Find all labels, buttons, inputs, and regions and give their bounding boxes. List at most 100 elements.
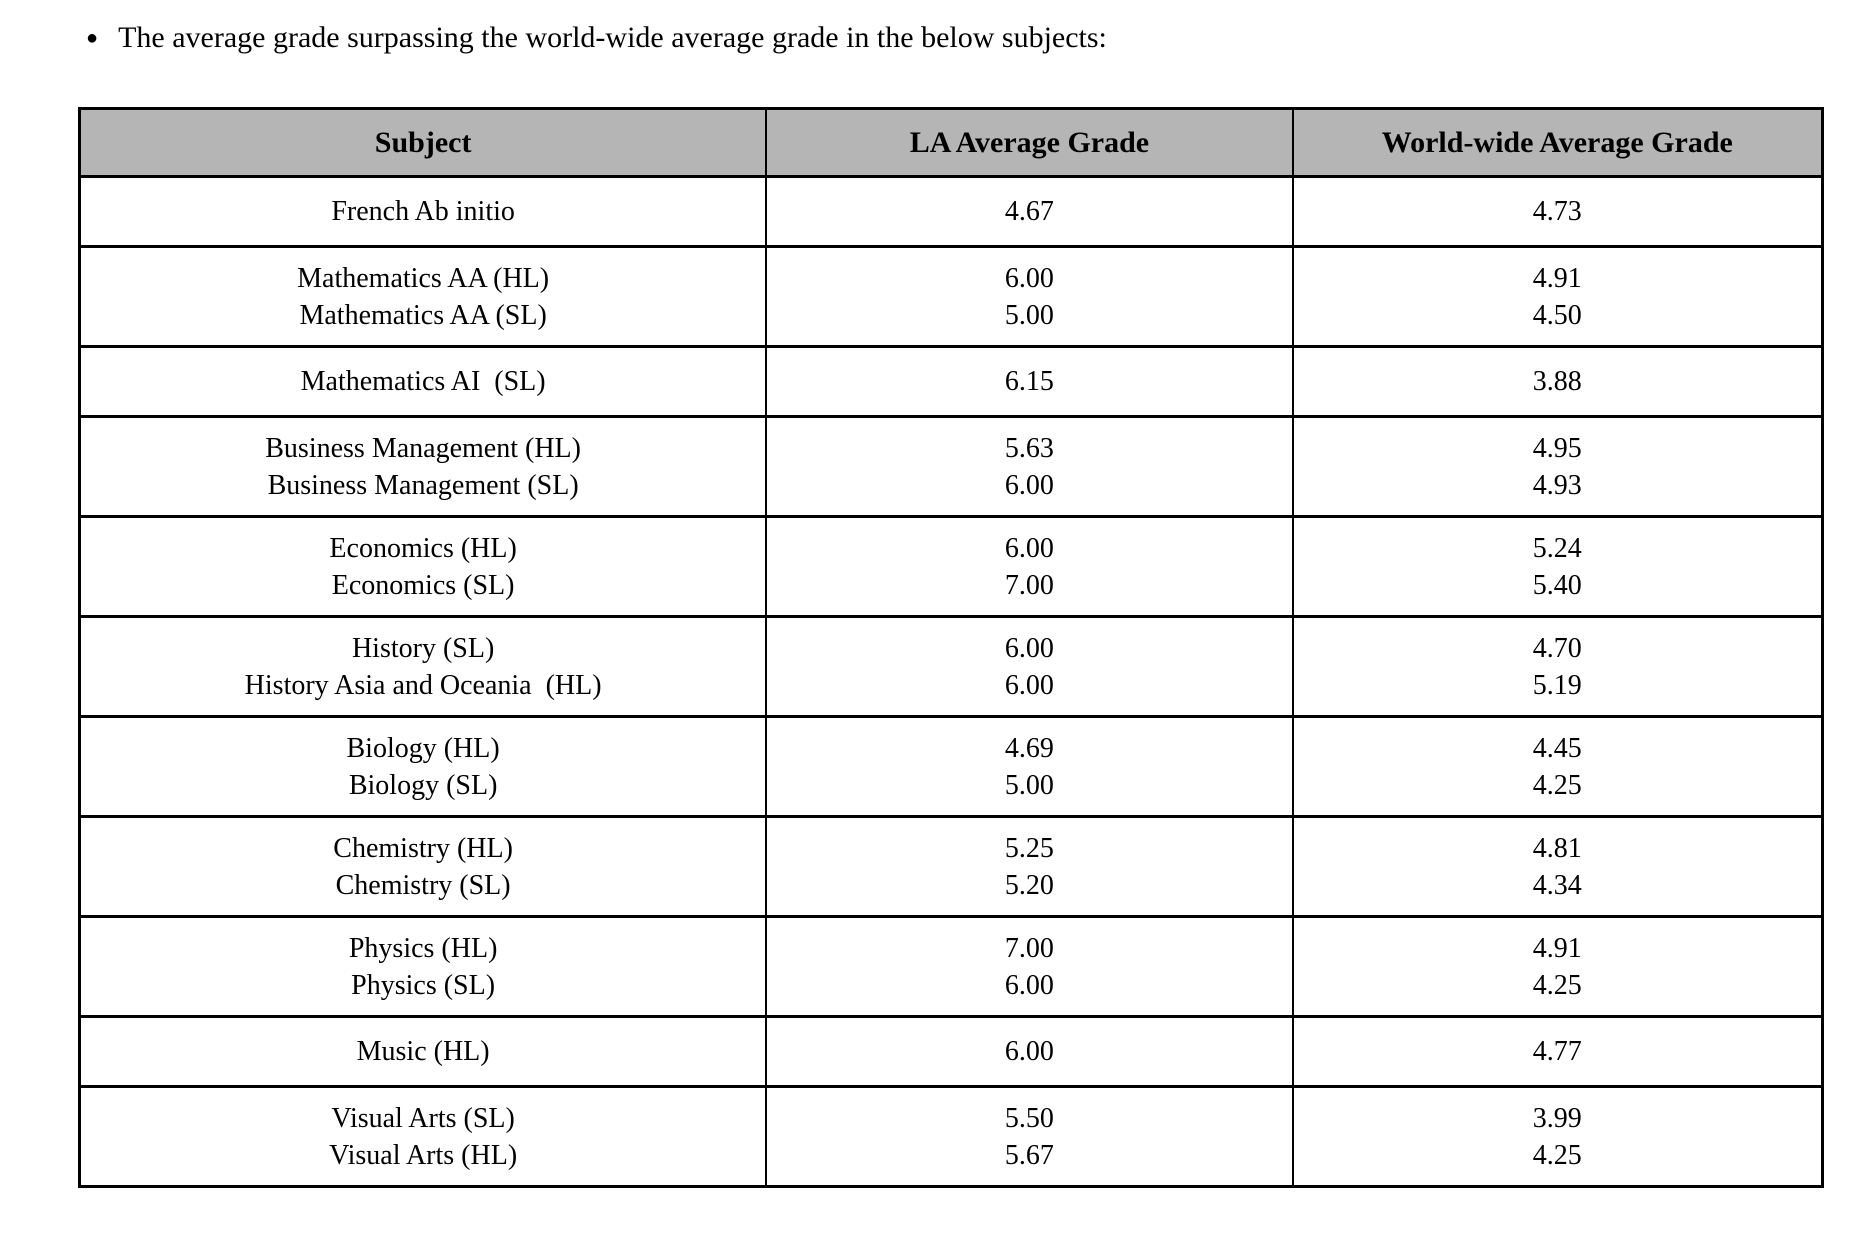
world-grade-value: 5.19 — [1532, 669, 1582, 701]
subject-line: Visual Arts (HL) — [329, 1139, 518, 1171]
la-grade-value: 6.15 — [1004, 366, 1054, 397]
world-grade-value: 4.91 — [1532, 932, 1582, 964]
subject-cell: Biology (HL) Biology (SL) — [78, 715, 768, 818]
la-grade-cell: 6.00 7.00 — [765, 515, 1294, 618]
subject-line: Chemistry (HL) — [333, 832, 513, 864]
la-grade-value: 4.69 — [1004, 732, 1054, 764]
subject-line: Economics (HL) — [329, 532, 517, 564]
world-grade-value: 5.40 — [1532, 569, 1582, 601]
table-header-row: Subject LA Average Grade World-wide Aver… — [78, 107, 1824, 178]
world-grade-value: 4.81 — [1532, 832, 1582, 864]
header-la-average-grade: LA Average Grade — [765, 107, 1294, 178]
la-grade-value: 7.00 — [1004, 569, 1054, 601]
subject-line: Business Management (SL) — [267, 469, 579, 501]
grades-table: Subject LA Average Grade World-wide Aver… — [78, 107, 1824, 1188]
subject-cell: History (SL) History Asia and Oceania (HL… — [78, 615, 768, 718]
header-world-wide-average-grade: World-wide Average Grade — [1291, 107, 1824, 178]
table-row-group: Economics (HL) Economics (SL) 6.00 7.00 5.24… — [78, 515, 1824, 618]
world-grade-value: 3.88 — [1532, 366, 1582, 397]
world-grade-cell: 4.91 4.50 — [1291, 245, 1824, 348]
subject-line: Biology (SL) — [348, 769, 498, 801]
world-grade-value: 4.34 — [1532, 869, 1582, 901]
world-grade-cell: 5.24 5.40 — [1291, 515, 1824, 618]
table-row-group: Mathematics AA (HL) Mathematics AA (SL) 6.… — [78, 245, 1824, 348]
world-grade-cell: 3.99 4.25 — [1291, 1085, 1824, 1188]
world-grade-cell: 4.91 4.25 — [1291, 915, 1824, 1018]
subject-line: Music (HL) — [356, 1036, 490, 1067]
world-grade-value: 4.25 — [1532, 769, 1582, 801]
la-grade-value: 5.20 — [1004, 869, 1054, 901]
world-grade-value: 4.45 — [1532, 732, 1582, 764]
subject-line: Chemistry (SL) — [335, 869, 511, 901]
world-grade-value: 4.91 — [1532, 262, 1582, 294]
table-row-group: Chemistry (HL) Chemistry (SL) 5.25 5.20 4.81… — [78, 815, 1824, 918]
la-grade-cell: 7.00 6.00 — [765, 915, 1294, 1018]
subject-line: Physics (HL) — [348, 932, 498, 964]
world-grade-cell: 4.81 4.34 — [1291, 815, 1824, 918]
world-grade-value: 4.70 — [1532, 632, 1582, 664]
world-grade-value: 4.77 — [1532, 1036, 1582, 1067]
world-grade-cell: 3.88 — [1291, 345, 1824, 418]
subject-line: Mathematics AA (HL) — [297, 262, 550, 294]
subject-cell: French Ab initio — [78, 175, 768, 248]
world-grade-value: 4.95 — [1532, 432, 1582, 464]
header-subject: Subject — [78, 107, 768, 178]
subject-cell: Economics (HL) Economics (SL) — [78, 515, 768, 618]
world-grade-cell: 4.73 — [1291, 175, 1824, 248]
bullet-text: The average grade surpassing the world-w… — [118, 21, 1107, 54]
subject-line: Business Management (HL) — [265, 432, 581, 464]
world-grade-cell: 4.70 5.19 — [1291, 615, 1824, 718]
table-row-group: French Ab initio 4.67 4.73 — [78, 175, 1824, 248]
table-row-group: Music (HL) 6.00 4.77 — [78, 1015, 1824, 1088]
la-grade-cell: 5.63 6.00 — [765, 415, 1294, 518]
subject-cell: Business Management (HL) Business Managem… — [78, 415, 768, 518]
subject-line: Visual Arts (SL) — [331, 1102, 515, 1134]
table-row-group: Biology (HL) Biology (SL) 4.69 5.00 4.45 4.25 — [78, 715, 1824, 818]
world-grade-value: 4.25 — [1532, 969, 1582, 1001]
la-grade-value: 6.00 — [1004, 1036, 1054, 1067]
subject-cell: Chemistry (HL) Chemistry (SL) — [78, 815, 768, 918]
subject-line: Mathematics AI (SL) — [300, 366, 546, 397]
bullet-list-item: ● The average grade surpassing the world… — [86, 18, 1107, 61]
la-grade-value: 6.00 — [1004, 632, 1054, 664]
la-grade-cell: 4.67 — [765, 175, 1294, 248]
world-grade-value: 4.73 — [1532, 196, 1582, 227]
world-grade-value: 4.50 — [1532, 299, 1582, 331]
la-grade-cell: 4.69 5.00 — [765, 715, 1294, 818]
world-grade-value: 5.24 — [1532, 532, 1582, 564]
la-grade-value: 7.00 — [1004, 932, 1054, 964]
la-grade-cell: 6.00 — [765, 1015, 1294, 1088]
la-grade-value: 6.00 — [1004, 969, 1054, 1001]
table-row-group: Business Management (HL) Business Managem… — [78, 415, 1824, 518]
table-row-group: History (SL) History Asia and Oceania (HL… — [78, 615, 1824, 718]
la-grade-value: 6.00 — [1004, 669, 1054, 701]
world-grade-value: 4.93 — [1532, 469, 1582, 501]
la-grade-value: 5.67 — [1004, 1139, 1054, 1171]
la-grade-value: 4.67 — [1004, 196, 1054, 227]
world-grade-cell: 4.45 4.25 — [1291, 715, 1824, 818]
subject-cell: Mathematics AI (SL) — [78, 345, 768, 418]
la-grade-cell: 5.25 5.20 — [765, 815, 1294, 918]
la-grade-value: 6.00 — [1004, 469, 1054, 501]
la-grade-value: 5.00 — [1004, 769, 1054, 801]
subject-cell: Music (HL) — [78, 1015, 768, 1088]
world-grade-cell: 4.95 4.93 — [1291, 415, 1824, 518]
subject-line: Biology (HL) — [346, 732, 500, 764]
la-grade-value: 5.63 — [1004, 432, 1054, 464]
la-grade-value: 6.00 — [1004, 532, 1054, 564]
table-row-group: Physics (HL) Physics (SL) 7.00 6.00 4.91 4.25 — [78, 915, 1824, 1018]
subject-line: Mathematics AA (SL) — [299, 299, 547, 331]
la-grade-cell: 6.15 — [765, 345, 1294, 418]
la-grade-value: 5.50 — [1004, 1102, 1054, 1134]
subject-line: French Ab initio — [331, 196, 515, 227]
subject-line: History (SL) — [351, 632, 495, 664]
subject-cell: Visual Arts (SL) Visual Arts (HL) — [78, 1085, 768, 1188]
subject-cell: Mathematics AA (HL) Mathematics AA (SL) — [78, 245, 768, 348]
subject-line: History Asia and Oceania (HL) — [244, 669, 602, 701]
world-grade-value: 3.99 — [1532, 1102, 1582, 1134]
la-grade-cell: 6.00 6.00 — [765, 615, 1294, 718]
subject-cell: Physics (HL) Physics (SL) — [78, 915, 768, 1018]
subject-line: Physics (SL) — [351, 969, 496, 1001]
subject-line: Economics (SL) — [331, 569, 515, 601]
